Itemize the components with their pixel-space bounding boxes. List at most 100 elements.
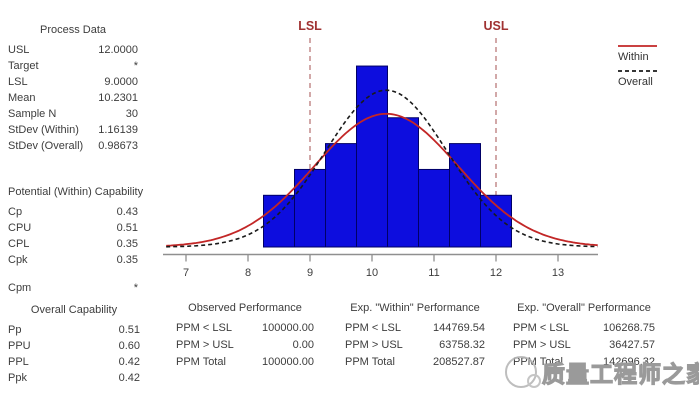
stat-value: *: [133, 60, 138, 72]
stat-value: *: [133, 282, 138, 294]
stat-label: PPM > USL: [176, 339, 234, 351]
histogram-bar: [325, 143, 357, 248]
stat-value: 0.98673: [98, 140, 138, 152]
stat-value: 36427.57: [609, 339, 655, 351]
stat-value: 142696.32: [603, 356, 655, 368]
stat-row: LSL 9.0000: [8, 74, 138, 90]
stat-row: Cpk 0.35: [8, 252, 138, 268]
stat-value: 1.16139: [98, 124, 138, 136]
x-tick-label: 7: [183, 267, 189, 279]
overall-capability-title: Overall Capability: [30, 304, 118, 316]
stat-label: PPM < LSL: [176, 322, 232, 334]
exp-overall-performance-rows: PPM < LSL 106268.75 PPM > USL 36427.57 PPM T…: [513, 320, 655, 371]
stat-row: Target *: [8, 58, 138, 74]
stat-row: PPM Total 208527.87: [345, 354, 485, 371]
stat-label: Mean: [8, 92, 36, 104]
stat-row: Cpm *: [8, 280, 138, 296]
observed-performance-title: Observed Performance: [188, 302, 302, 314]
histogram-bar: [356, 65, 388, 248]
exp-overall-performance-title: Exp. "Overall" Performance: [517, 302, 651, 314]
x-tick-label: 9: [307, 267, 313, 279]
stat-value: 0.43: [116, 206, 138, 218]
stat-label: CPU: [8, 222, 32, 234]
stat-row: PPM Total 100000.00: [176, 354, 314, 371]
stat-value: 0.42: [118, 356, 140, 368]
observed-performance-panel: Observed Performance PPM < LSL 100000.00 P…: [176, 302, 314, 371]
within-capability-panel: Potential (Within) Capability Cp 0.43 CPU 0…: [8, 186, 144, 296]
stat-label: Cpm: [8, 282, 32, 294]
stat-value: 0.42: [118, 372, 140, 384]
legend-label-overall: Overall: [618, 76, 653, 88]
exp-within-performance-panel: Exp. "Within" Performance PPM < LSL 14476…: [345, 302, 485, 371]
stat-label: StDev (Within): [8, 124, 79, 136]
histogram-bar: [449, 143, 481, 248]
stat-label: Cpk: [8, 254, 28, 266]
lsl-label: LSL: [298, 19, 322, 33]
stat-label: PPL: [8, 356, 29, 368]
within-capability-title: Potential (Within) Capability: [8, 186, 144, 198]
overall-curve: [166, 89, 598, 248]
stat-row: Ppk 0.42: [8, 370, 140, 386]
stat-label: PPM < LSL: [345, 322, 401, 334]
stat-row: CPL 0.35: [8, 236, 138, 252]
stat-label: PPU: [8, 340, 31, 352]
process-data-title: Process Data: [39, 24, 107, 36]
stat-value: 12.0000: [98, 44, 138, 56]
stat-label: PPM > USL: [345, 339, 403, 351]
overall-capability-panel: Overall Capability Pp 0.51 PPU 0.60 PPL 0.42 P…: [8, 304, 140, 386]
x-tick-label: 12: [490, 267, 502, 279]
stat-value: 0.51: [118, 324, 140, 336]
stat-row: PPM > USL 0.00: [176, 337, 314, 354]
legend-label-within: Within: [618, 51, 649, 63]
stat-value: 0.00: [292, 339, 314, 351]
stat-row: PPM > USL 36427.57: [513, 337, 655, 354]
stat-label: StDev (Overall): [8, 140, 84, 152]
stat-row: PPU 0.60: [8, 338, 140, 354]
stat-label: Sample N: [8, 108, 57, 120]
stat-row: StDev (Within) 1.16139: [8, 122, 138, 138]
observed-performance-rows: PPM < LSL 100000.00 PPM > USL 0.00 PPM Total…: [176, 320, 314, 371]
exp-overall-performance-panel: Exp. "Overall" Performance PPM < LSL 1062…: [513, 302, 655, 371]
stat-value: 100000.00: [262, 356, 314, 368]
stat-label: PPM Total: [513, 356, 563, 368]
stat-row: CPU 0.51: [8, 220, 138, 236]
histogram-bar: [387, 117, 419, 248]
stat-value: 0.35: [116, 238, 138, 250]
within-capability-rows: Cp 0.43 CPU 0.51 CPL 0.35 Cpk 0.35 Cpm *: [8, 204, 138, 296]
stat-value: 100000.00: [262, 322, 314, 334]
stat-label: PPM Total: [176, 356, 226, 368]
x-tick-label: 13: [552, 267, 564, 279]
exp-within-performance-title: Exp. "Within" Performance: [350, 302, 480, 314]
x-tick-label: 11: [428, 267, 439, 279]
x-tick-label: 8: [245, 267, 251, 279]
stat-row: PPM Total 142696.32: [513, 354, 655, 371]
stat-value: 0.35: [116, 254, 138, 266]
stat-label: CPL: [8, 238, 30, 250]
stat-label: Target: [8, 60, 39, 72]
stat-value: 0.60: [118, 340, 140, 352]
overall-capability-rows: Pp 0.51 PPU 0.60 PPL 0.42 Ppk 0.42: [8, 322, 140, 386]
x-tick-label: 10: [366, 267, 378, 279]
stat-label: PPM Total: [345, 356, 395, 368]
stat-label: Pp: [8, 324, 22, 336]
histogram-bar: [294, 168, 326, 248]
stat-row: PPM > USL 63758.32: [345, 337, 485, 354]
stat-value: 30: [125, 108, 138, 120]
stat-row: PPM < LSL 100000.00: [176, 320, 314, 337]
stat-row: StDev (Overall) 0.98673: [8, 138, 138, 154]
stat-label: PPM < LSL: [513, 322, 569, 334]
stat-value: 208527.87: [433, 356, 485, 368]
stat-value: 0.51: [116, 222, 138, 234]
capability-chart: 7 8 9 10 11 12 13 LSL USL Within Overall: [163, 19, 657, 279]
stat-row: PPM < LSL 106268.75: [513, 320, 655, 337]
stat-row: Pp 0.51: [8, 322, 140, 338]
stat-label: PPM > USL: [513, 339, 571, 351]
stat-label: Cp: [8, 206, 23, 218]
stat-row: PPM < LSL 144769.54: [345, 320, 485, 337]
usl-label: USL: [484, 19, 509, 33]
stat-value: 10.2301: [98, 92, 138, 104]
stat-row: PPL 0.42: [8, 354, 140, 370]
stat-value: 144769.54: [433, 322, 485, 334]
stat-row: Cp 0.43: [8, 204, 138, 220]
